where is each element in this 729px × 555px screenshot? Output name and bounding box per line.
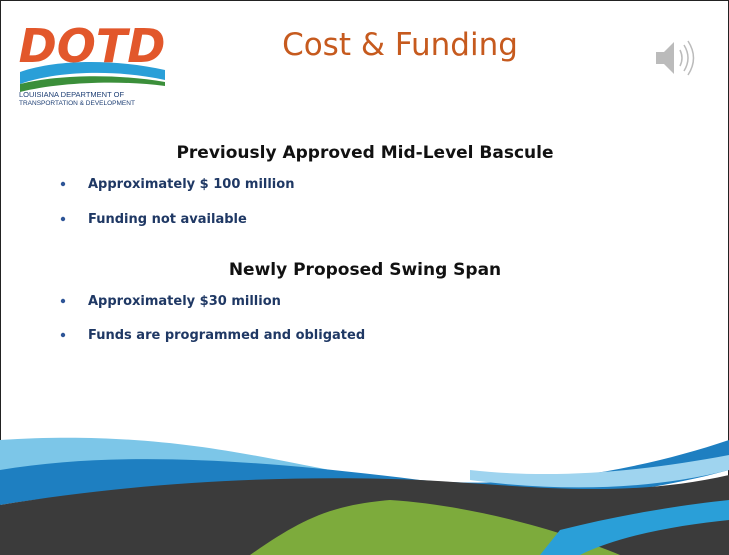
bullet-dot [61,299,65,303]
logo-line: TRANSPORTATION & DEVELOPMENT [19,100,135,107]
bullet-text: Funds are programmed and obligated [88,328,365,343]
bullet-dot [61,217,65,221]
section-heading: Newly Proposed Swing Span [229,260,501,280]
bullet-text: Funding not available [88,212,247,227]
slide-title: Cost & Funding [282,27,518,63]
logo-mark: DOTD [19,19,166,73]
logo-line: LOUISIANA DEPARTMENT OF [19,90,124,99]
bullet-text: Approximately $30 million [88,294,281,309]
page: {"logo": {"mark": "DOTD", "line1": "LOUI… [0,0,729,555]
slide: DOTD LOUISIANA DEPARTMENT OF TRANSPORTAT… [0,0,729,555]
bullet-dot [61,333,65,337]
bullet-dot [61,182,65,186]
section-heading: Previously Approved Mid-Level Bascule [176,143,553,163]
bullet-text: Approximately $ 100 million [88,177,294,192]
